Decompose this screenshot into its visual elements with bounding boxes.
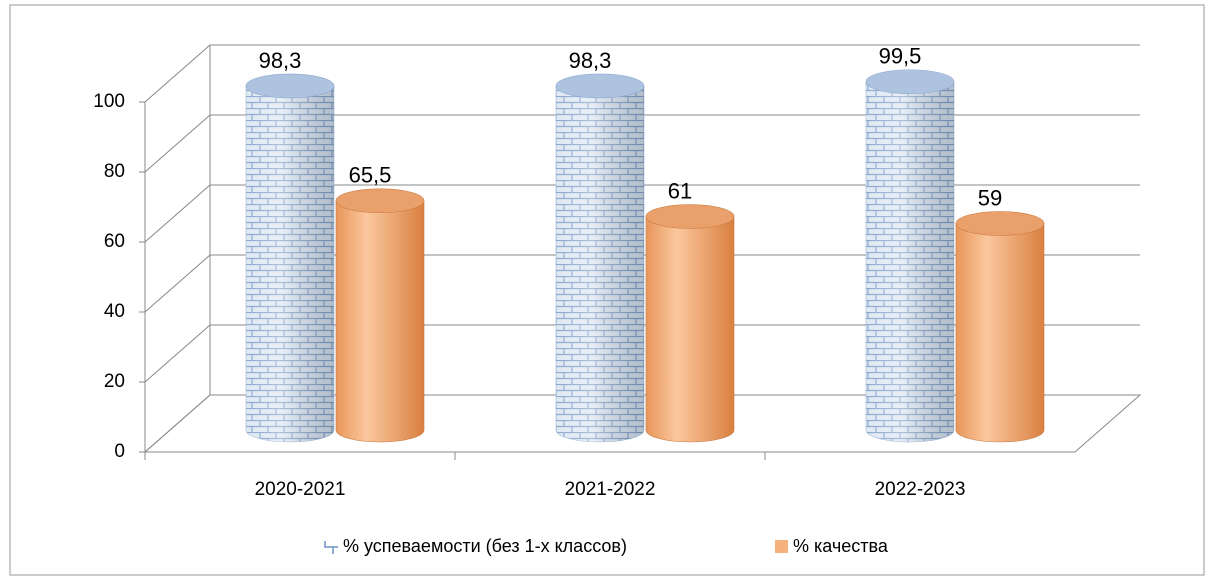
grid-line — [144, 254, 1140, 313]
cylinder-top — [335, 188, 425, 214]
cylinder — [645, 204, 735, 443]
grid-line — [144, 394, 1140, 453]
cylinder-top — [555, 73, 645, 99]
cylinder-shade — [866, 81, 954, 442]
y-tick-label: 100 — [93, 91, 125, 112]
y-tick-label: 20 — [104, 371, 125, 392]
value-label: 99,5 — [879, 44, 922, 69]
legend-swatch — [324, 541, 338, 554]
cylinder-top — [645, 204, 735, 229]
legend-label: % успеваемости (без 1-х классов) — [343, 536, 627, 556]
cylinder-body — [955, 223, 1045, 443]
cylinder — [335, 188, 425, 443]
cylinder — [245, 73, 335, 443]
y-tick-label: 40 — [104, 301, 125, 322]
value-label: 61 — [668, 178, 692, 203]
cylinder-shade — [246, 85, 334, 442]
cylinder-shade — [556, 85, 644, 442]
frame — [9, 4, 1205, 576]
grid-line — [144, 324, 1140, 383]
cylinder — [555, 73, 645, 443]
y-tick-label: 80 — [104, 161, 125, 182]
cylinder-body — [335, 200, 425, 443]
cylinder-top — [955, 211, 1045, 236]
grid-line — [144, 44, 1140, 103]
x-tick-label: 2021-2022 — [565, 479, 656, 500]
cylinder — [955, 211, 1045, 443]
value-label: 65,5 — [349, 163, 392, 188]
cylinder-body — [645, 216, 735, 443]
x-tick-label: 2020-2021 — [255, 479, 346, 500]
cylinder-top — [865, 69, 955, 95]
value-label: 59 — [978, 185, 1002, 210]
x-tick-label: 2022-2023 — [875, 479, 966, 500]
grid-line — [144, 114, 1140, 173]
y-tick-label: 60 — [104, 231, 125, 252]
cylinder-top — [245, 73, 335, 99]
cylinder — [865, 69, 955, 443]
legend-swatch — [775, 540, 788, 553]
y-tick-label: 0 — [114, 441, 125, 462]
value-label: 98,3 — [569, 48, 612, 73]
grid-line — [144, 184, 1140, 243]
legend-label: % качества — [793, 536, 889, 556]
value-label: 98,3 — [259, 48, 302, 73]
